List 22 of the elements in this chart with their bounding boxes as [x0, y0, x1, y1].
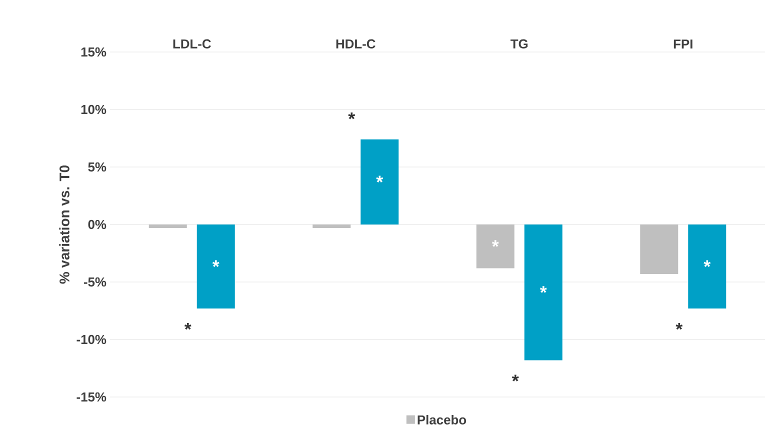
y-tick-label: -15% [76, 392, 106, 402]
data-label: * [704, 260, 711, 267]
legend-label: Placebo [418, 414, 466, 424]
x-tick-label: FPI [674, 40, 692, 48]
annotation: * [184, 322, 192, 330]
data-label: * [492, 240, 499, 247]
x-tick-label: LDL-C [173, 39, 211, 48]
annotation: * [512, 374, 519, 382]
y-tick-label: 0% [88, 220, 106, 230]
y-tick-label: -5% [84, 277, 106, 287]
data-label: * [376, 176, 384, 182]
data-label: * [540, 286, 547, 293]
y-tick-label: 10% [81, 104, 106, 114]
annotation: * [348, 112, 356, 120]
annotation: * [676, 322, 683, 330]
x-tick-label: TG [510, 39, 528, 48]
y-tick-label: -10% [76, 334, 106, 344]
y-axis-title: % variation vs. T0 [59, 166, 70, 284]
x-tick-label: HDL-C [336, 39, 376, 48]
y-tick-label: 15% [81, 47, 106, 57]
data-label: * [212, 260, 220, 267]
y-tick-label: 5% [88, 162, 106, 172]
